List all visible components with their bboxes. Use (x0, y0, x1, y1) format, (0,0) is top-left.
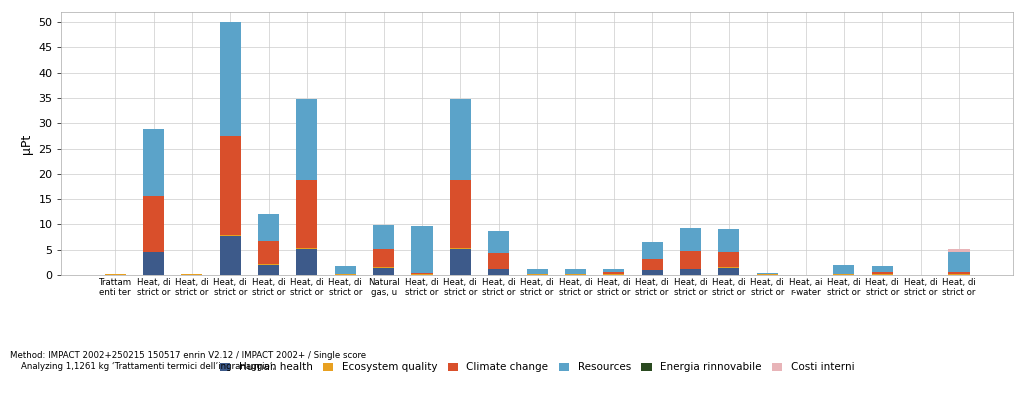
Bar (718, 252, 740, 267)
Bar (718, 229, 740, 252)
Bar (680, 228, 701, 251)
Bar (411, 226, 433, 273)
Bar (258, 213, 279, 241)
Bar (335, 266, 356, 274)
Bar (258, 265, 279, 275)
Y-axis label: μPt: μPt (19, 133, 33, 154)
Legend: Human health, Ecosystem quality, Climate change, Resources, Energia rinnovabile,: Human health, Ecosystem quality, Climate… (217, 359, 857, 376)
Bar (488, 231, 509, 253)
Bar (718, 267, 740, 268)
Bar (373, 249, 394, 267)
Bar (258, 264, 279, 265)
Bar (948, 252, 970, 272)
Bar (680, 268, 701, 269)
Bar (527, 269, 547, 274)
Bar (872, 266, 893, 272)
Bar (143, 129, 164, 196)
Bar (220, 22, 240, 136)
Bar (450, 248, 471, 249)
Text: Analyzing 1,1261 kg ‘Trattamenti termici dell’ingranaggio’;: Analyzing 1,1261 kg ‘Trattamenti termici… (10, 362, 275, 371)
Bar (680, 251, 701, 268)
Bar (641, 242, 663, 259)
Bar (297, 99, 317, 180)
Bar (488, 268, 509, 269)
Bar (488, 269, 509, 275)
Bar (297, 248, 317, 249)
Bar (604, 269, 624, 272)
Bar (373, 267, 394, 268)
Bar (297, 249, 317, 275)
Bar (143, 196, 164, 252)
Bar (450, 99, 471, 180)
Bar (220, 136, 240, 235)
Bar (450, 249, 471, 275)
Bar (834, 265, 854, 274)
Bar (641, 259, 663, 270)
Bar (604, 272, 624, 274)
Bar (143, 252, 164, 275)
Bar (220, 235, 240, 275)
Bar (373, 268, 394, 275)
Bar (488, 253, 509, 268)
Bar (411, 273, 433, 274)
Bar (948, 249, 970, 252)
Bar (757, 273, 777, 274)
Bar (641, 270, 663, 275)
Bar (297, 180, 317, 248)
Bar (948, 272, 970, 274)
Bar (258, 241, 279, 264)
Bar (373, 225, 394, 249)
Bar (872, 272, 893, 274)
Bar (718, 268, 740, 275)
Text: Method: IMPACT 2002+250215 150517 enrin V2.12 / IMPACT 2002+ / Single score: Method: IMPACT 2002+250215 150517 enrin … (10, 351, 366, 360)
Bar (450, 180, 471, 248)
Bar (680, 269, 701, 275)
Bar (565, 269, 586, 274)
